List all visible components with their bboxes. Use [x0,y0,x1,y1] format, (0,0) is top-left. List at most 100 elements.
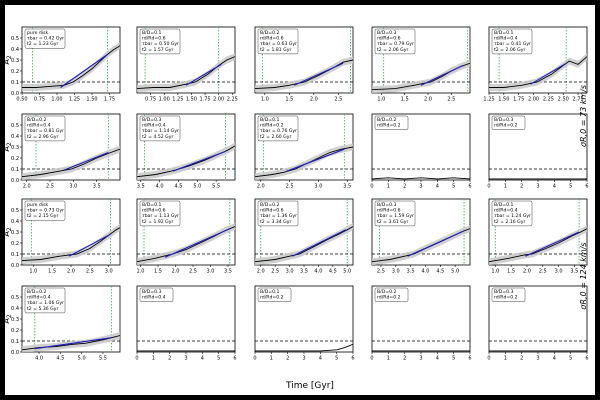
panel-3-0: 4.0 4.5 5.0 5.5 0.0 0.1 0.2 0.3 0.4 0.5 B/D=0.2rd/… [11,285,121,362]
x-tick-label: 2.5 [286,184,294,190]
fit-line [530,62,567,85]
fit-line [60,54,108,88]
x-tick-label: 6 [468,356,471,362]
annotation-line: rd/Rd=0.2 [260,123,284,129]
x-tick-label: 3.5 [137,184,145,190]
y-tick-label: 0.2 [11,328,19,334]
annotation-line: t2 = 3.34 Gyr [260,219,291,225]
annotation-box [374,200,416,227]
annotation-line: B/D=0.2 [377,117,396,123]
x-tick-label: 3.0 [286,269,294,275]
x-tick-label: 3.0 [314,184,322,190]
annotation-box [491,200,533,227]
x-tick-label: 5 [452,184,455,190]
panel-plot-area [137,199,235,265]
x-tick-label: 1 [387,184,390,190]
fit-line [292,229,347,257]
x-tick-label: 1.75 [199,97,210,103]
annotation-line: τbar = 0.41 Gyr [494,41,531,47]
y-axis-title: A2 [2,314,13,323]
annotation-line: rd/Rd=0.2 [377,295,401,301]
annotation-line: rd/Rd=0.4 [27,123,51,129]
panel-1-3: 0 1 2 3 4 5 6 B/D=0.2rd/Rd=0.2 [370,113,472,190]
panel-plot-area [489,340,587,352]
annotation-line: τbar = 1.59 Gyr [377,213,414,219]
x-tick-label: 4 [201,356,204,362]
annotation-line: t2 = 1.57 Gyr [142,47,173,53]
annotation-line: t2 = 4.52 Gyr [142,134,173,140]
x-tick-label: 1.25 [69,97,80,103]
annotation-line: B/D=0.1 [260,289,279,295]
x-tick-label: 1.5 [507,269,515,275]
x-tick-label: 2.0 [310,97,318,103]
x-tick-label: 2.5 [189,269,197,275]
x-tick-label: 5 [569,356,572,362]
x-tick-label: 2.75 [573,97,584,103]
x-tick-label: 0 [370,184,373,190]
annotation-box [24,115,66,142]
panel-plot-area [137,27,235,93]
x-tick-label: 4 [319,356,322,362]
panel-0-0: 0.50 0.75 1.00 1.25 1.50 1.75 0.0 0.1 0.2 0.3 0.4 0… [11,26,121,103]
x-tick-label: 2.0 [23,184,31,190]
x-tick-label: 1.75 [513,97,524,103]
x-tick-label: 2 [168,356,171,362]
x-tick-label: 5 [569,184,572,190]
x-tick-label: 1.5 [401,97,409,103]
x-tick-label: 5.0 [193,184,201,190]
x-tick-label: 2.0 [424,97,432,103]
annotation-line: B/D=0.1 [494,202,513,208]
x-tick-label: 3 [419,356,422,362]
x-tick-label: 2.5 [46,184,54,190]
annotation-line: t2 = 3.61 Gyr [377,219,408,225]
x-tick-label: 0.75 [34,97,45,103]
x-tick-label: 2.00 [213,97,224,103]
fit-line [525,231,580,257]
x-tick-label: 6 [585,356,588,362]
x-tick-label: 4.0 [156,184,164,190]
annotation-box [139,115,181,142]
y-tick-label: 0.0 [11,91,19,97]
x-tick-label: 1.0 [29,269,37,275]
annotation-line: rd/Rd=0.6 [377,208,401,214]
annotation-box [374,115,409,130]
annotation-box [374,287,409,302]
y-tick-label: 0.1 [11,167,19,173]
annotation-line: B/D=0.1 [494,30,513,36]
annotation-box [257,200,299,227]
x-tick-label: 1 [387,356,390,362]
annotation-line: rd/Rd=0.4 [142,123,166,129]
x-tick-label: 2.00 [528,97,539,103]
x-tick-label: 1.25 [172,97,183,103]
uncertainty-band [137,142,235,180]
x-tick-label: 1.50 [498,97,509,103]
panel-plot-area [372,340,470,352]
y-tick-label: 0.5 [11,123,19,129]
x-tick-label: 5 [452,356,455,362]
x-tick-label: 3 [184,356,187,362]
x-tick-label: 2.50 [558,97,569,103]
uncertainty-band [255,56,353,93]
annotation-line: τbar = 1.13 Gyr [142,213,179,219]
annotation-line: B/D=0.2 [260,202,279,208]
x-tick-label: 3 [302,356,305,362]
x-tick-label: 1 [152,356,155,362]
series-line [22,45,120,88]
x-tick-label: 4.5 [436,269,444,275]
x-tick-label: 2.5 [86,269,94,275]
panel-0-1: 0.75 1.00 1.25 1.50 1.75 2.00 2.25 B/D=0.1rd/Rd… [136,26,238,103]
x-tick-label: 2 [403,184,406,190]
annotation-line: rd/Rd=0.4 [494,208,518,214]
x-tick-label: 4 [436,356,439,362]
x-tick-label: 1.0 [377,97,385,103]
annotation-line: τbar = 0.81 Gyr [27,128,64,134]
annotation-box [139,28,181,55]
panel-plot-area [22,199,120,265]
series-line [372,177,470,180]
x-tick-label: 2.5 [539,269,547,275]
y-tick-label: 0.3 [11,317,19,323]
x-tick-label: 6 [351,356,354,362]
annotation-box [257,287,292,302]
fit-line [420,65,464,86]
